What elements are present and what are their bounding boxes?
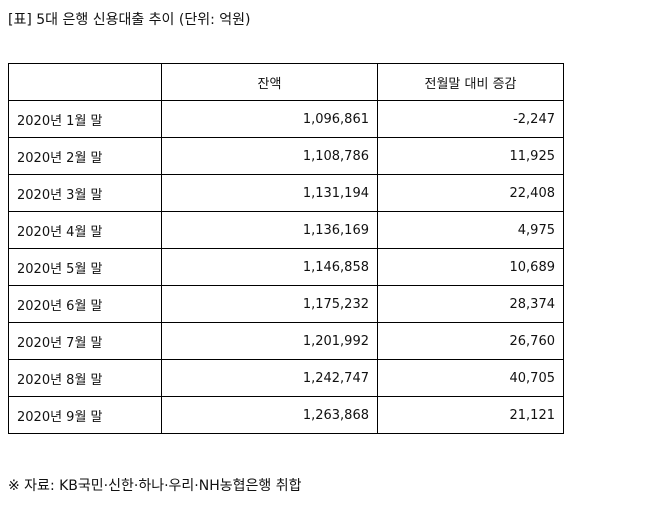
change-cell: 4,975	[377, 211, 564, 249]
month-cell: 2020년 5월 말	[8, 248, 162, 286]
table-row: 2020년 3월 말 1,131,194 22,408	[8, 174, 564, 212]
change-cell: 21,121	[377, 396, 564, 434]
balance-cell: 1,108,786	[161, 137, 378, 175]
change-cell: 26,760	[377, 322, 564, 360]
table-header-row: 잔액 전월말 대비 증감	[8, 63, 564, 101]
balance-cell: 1,175,232	[161, 285, 378, 323]
balance-cell: 1,201,992	[161, 322, 378, 360]
change-cell: 28,374	[377, 285, 564, 323]
change-cell: 10,689	[377, 248, 564, 286]
table-row: 2020년 9월 말 1,263,868 21,121	[8, 396, 564, 434]
credit-loan-table: 잔액 전월말 대비 증감 2020년 1월 말 1,096,861 -2,247 20…	[8, 63, 564, 434]
table-row: 2020년 1월 말 1,096,861 -2,247	[8, 100, 564, 138]
header-month	[8, 63, 162, 101]
table-row: 2020년 6월 말 1,175,232 28,374	[8, 285, 564, 323]
change-cell: 40,705	[377, 359, 564, 397]
month-cell: 2020년 6월 말	[8, 285, 162, 323]
balance-cell: 1,131,194	[161, 174, 378, 212]
source-note: ※ 자료: KB국민·신한·하나·우리·NH농협은행 취합	[8, 478, 302, 494]
month-cell: 2020년 4월 말	[8, 211, 162, 249]
month-cell: 2020년 3월 말	[8, 174, 162, 212]
month-cell: 2020년 9월 말	[8, 396, 162, 434]
header-balance: 잔액	[161, 63, 378, 101]
table-row: 2020년 8월 말 1,242,747 40,705	[8, 359, 564, 397]
table-row: 2020년 5월 말 1,146,858 10,689	[8, 248, 564, 286]
balance-cell: 1,136,169	[161, 211, 378, 249]
month-cell: 2020년 7월 말	[8, 322, 162, 360]
table-row: 2020년 7월 말 1,201,992 26,760	[8, 322, 564, 360]
table-row: 2020년 2월 말 1,108,786 11,925	[8, 137, 564, 175]
change-cell: -2,247	[377, 100, 564, 138]
month-cell: 2020년 1월 말	[8, 100, 162, 138]
month-cell: 2020년 2월 말	[8, 137, 162, 175]
change-cell: 11,925	[377, 137, 564, 175]
balance-cell: 1,263,868	[161, 396, 378, 434]
table-caption: [표] 5대 은행 신용대출 추이 (단위: 억원)	[8, 12, 251, 28]
balance-cell: 1,146,858	[161, 248, 378, 286]
balance-cell: 1,096,861	[161, 100, 378, 138]
change-cell: 22,408	[377, 174, 564, 212]
month-cell: 2020년 8월 말	[8, 359, 162, 397]
balance-cell: 1,242,747	[161, 359, 378, 397]
header-change: 전월말 대비 증감	[377, 63, 564, 101]
table-row: 2020년 4월 말 1,136,169 4,975	[8, 211, 564, 249]
table-body: 2020년 1월 말 1,096,861 -2,247 2020년 2월 말 1,108…	[8, 100, 564, 434]
